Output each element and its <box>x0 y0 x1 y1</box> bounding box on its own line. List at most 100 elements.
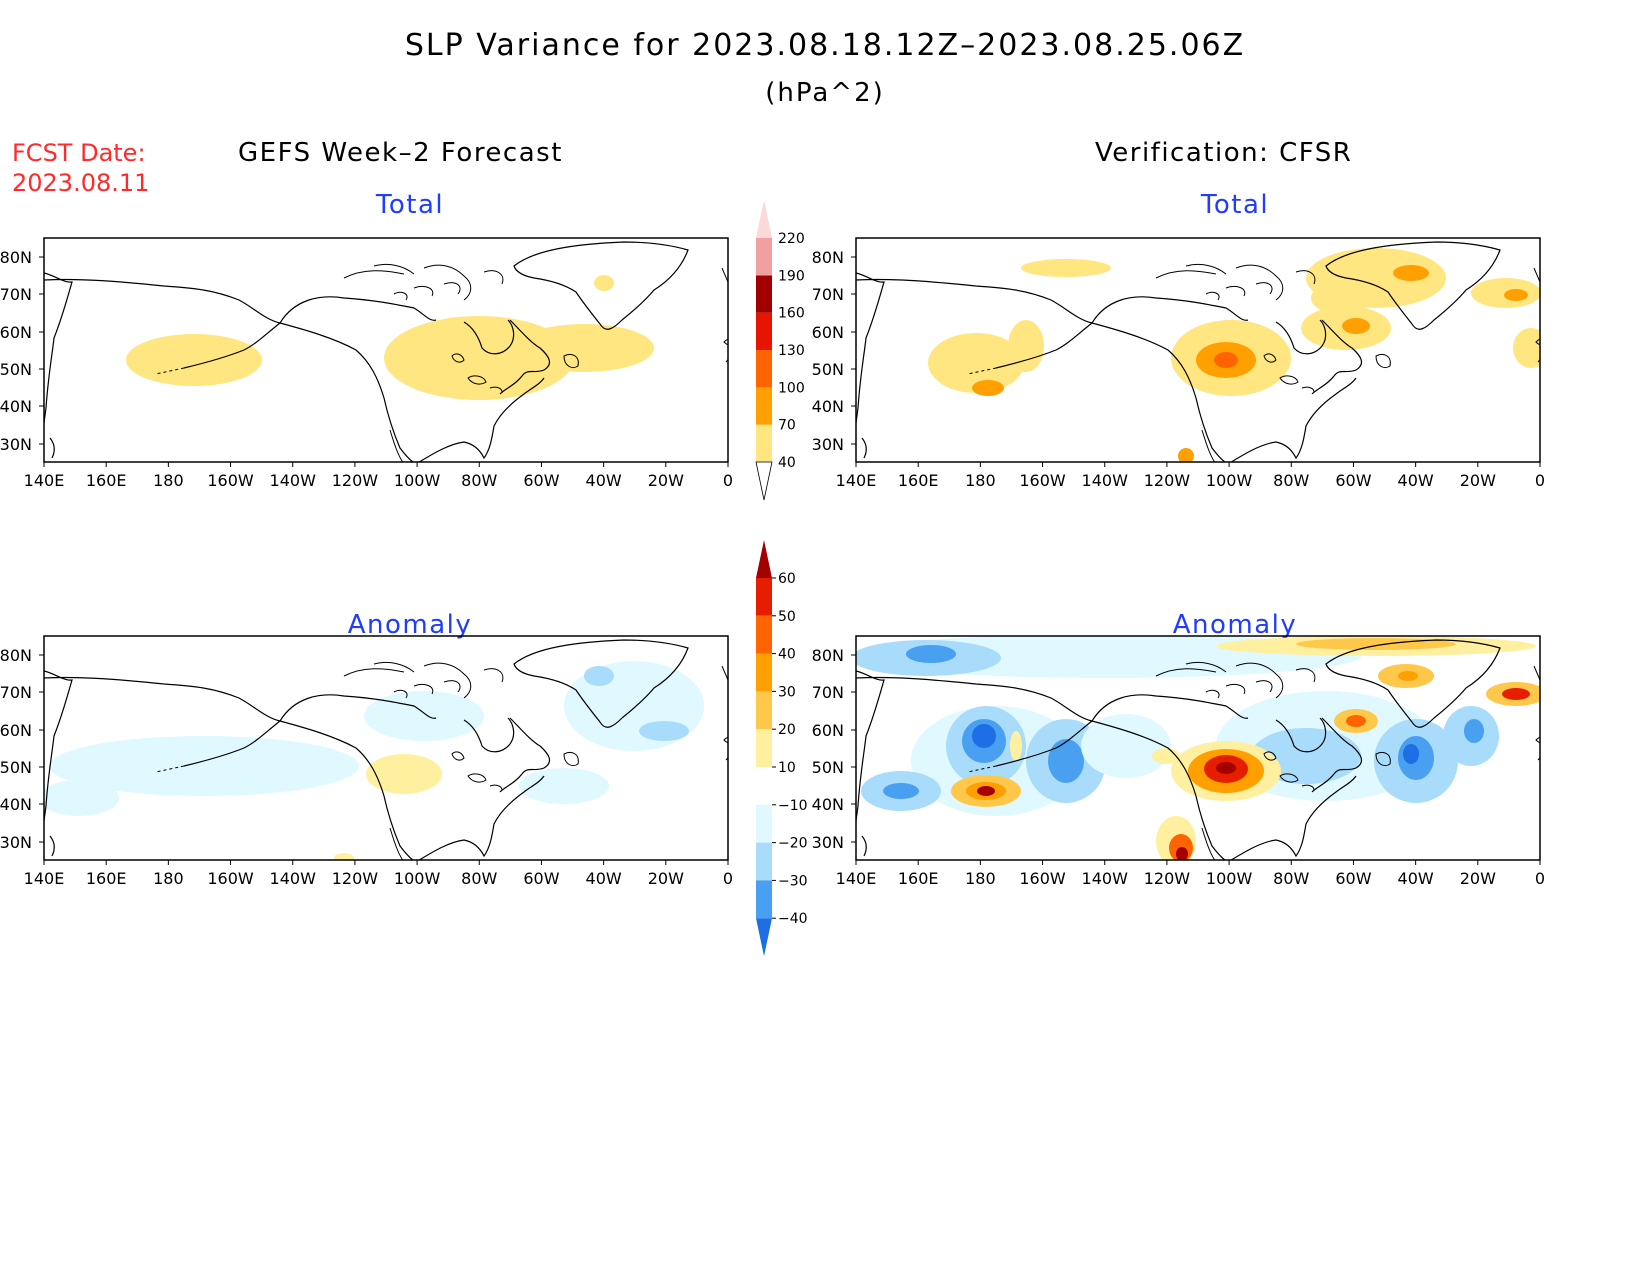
lon-tick-label: 120W <box>332 869 379 888</box>
lon-tick-label: 180 <box>965 471 996 490</box>
lon-tick-label: 140W <box>270 869 317 888</box>
contour-region <box>1398 671 1418 681</box>
lon-tick-label: 40W <box>586 471 622 490</box>
contour-region <box>1464 719 1484 743</box>
colorbar-level-label: 70 <box>778 418 796 434</box>
colorbar-swatch <box>756 275 772 313</box>
lon-tick-label: 120W <box>1144 471 1191 490</box>
lon-tick-label: 40W <box>586 869 622 888</box>
colorbar-swatch <box>756 424 772 462</box>
map-frame <box>855 635 1541 861</box>
contour-region <box>1081 714 1171 778</box>
lon-tick-label: 140W <box>1082 471 1129 490</box>
colorbar-level-label: 100 <box>778 380 805 396</box>
colorbar-swatch <box>756 804 772 843</box>
lon-tick-label: 60W <box>523 869 559 888</box>
contour-region <box>883 783 919 799</box>
lon-tick-label: 140E <box>836 869 877 888</box>
colorbar-swatch <box>756 767 772 805</box>
contour-region <box>49 736 359 796</box>
chart-title: SLP Variance for 2023.08.18.12Z–2023.08.… <box>404 28 1246 63</box>
colorbar-level-label: 50 <box>778 609 796 625</box>
colorbar-bottom-arrow <box>755 461 773 501</box>
lat-tick-label: 30N <box>812 833 844 852</box>
map-frame <box>43 635 729 861</box>
lat-tick-label: 40N <box>0 397 32 416</box>
lat-tick-label: 60N <box>812 721 844 740</box>
colorbar-top-arrow <box>756 200 772 238</box>
forecast-column-title: GEFS Week–2 Forecast <box>238 138 563 168</box>
lat-tick-label: 80N <box>0 646 32 665</box>
lat-tick-label: 40N <box>0 795 32 814</box>
colorbar-bottom-arrow <box>756 918 772 957</box>
lat-tick-label: 50N <box>0 360 32 379</box>
verification-anomaly-fills <box>856 636 1540 860</box>
contour-region <box>972 724 996 748</box>
lon-tick-label: 60W <box>1335 869 1371 888</box>
contour-region <box>928 333 1024 393</box>
lon-tick-label: 20W <box>648 869 684 888</box>
lon-tick-label: 180 <box>153 471 184 490</box>
lon-tick-label: 140E <box>24 471 65 490</box>
contour-region <box>1342 318 1370 334</box>
lat-tick-label: 80N <box>0 248 32 267</box>
lon-tick-label: 40W <box>1398 471 1434 490</box>
colorbar-swatch <box>756 842 772 881</box>
lon-tick-label: 40W <box>1398 869 1434 888</box>
contour-region <box>972 380 1004 396</box>
colorbar-swatch <box>756 238 772 276</box>
colorbar-level-label: 20 <box>778 722 796 738</box>
lon-tick-label: 80W <box>461 471 497 490</box>
lon-tick-label: 20W <box>648 471 684 490</box>
contour-region <box>334 853 354 860</box>
lat-tick-label: 30N <box>0 435 32 454</box>
lon-tick-label: 100W <box>394 471 441 490</box>
lat-tick-label: 70N <box>0 683 32 702</box>
contour-region <box>1008 320 1044 372</box>
contour-region <box>1216 762 1236 774</box>
lon-tick-label: 180 <box>153 869 184 888</box>
map-frame <box>855 237 1541 463</box>
contour-region <box>1176 847 1188 860</box>
lon-tick-label: 140E <box>836 471 877 490</box>
lat-tick-label: 50N <box>0 758 32 777</box>
contour-region <box>126 334 262 386</box>
colorbar-swatch <box>756 350 772 388</box>
contour-region <box>1346 715 1366 727</box>
colorbar-level-label: 220 <box>778 231 805 247</box>
total-colorbar: 40 70 100 130 160 190 220 <box>755 200 805 501</box>
lon-tick-label: 160W <box>207 471 254 490</box>
colorbar-swatch <box>756 615 772 654</box>
contour-region <box>519 768 609 804</box>
colorbar-level-label: 40 <box>778 455 796 471</box>
forecast-anomaly-fills <box>44 661 704 860</box>
colorbar-swatch <box>756 691 772 730</box>
lon-tick-label: 120W <box>1144 869 1191 888</box>
contour-region <box>639 721 689 741</box>
verification-total-subtitle: Total <box>1200 190 1270 220</box>
forecast-anomaly-subtitle: Anomaly <box>347 610 473 640</box>
lat-tick-label: 50N <box>812 758 844 777</box>
colorbar-swatch <box>756 387 772 425</box>
verification-total-fills <box>928 248 1540 462</box>
contour-region <box>44 780 119 816</box>
lon-tick-label: 100W <box>1206 869 1253 888</box>
contour-region <box>1048 739 1084 783</box>
lon-tick-label: 0 <box>1535 471 1545 490</box>
colorbar-top-arrow <box>756 540 772 578</box>
lat-tick-label: 30N <box>0 833 32 852</box>
lon-tick-label: 80W <box>461 869 497 888</box>
colorbar-level-label: 40 <box>778 647 796 663</box>
lon-tick-label: 60W <box>523 471 559 490</box>
colorbar-swatch <box>756 880 772 919</box>
contour-region <box>584 666 614 686</box>
lon-tick-label: 160E <box>86 471 127 490</box>
lon-tick-label: 80W <box>1273 471 1309 490</box>
lat-tick-label: 80N <box>812 248 844 267</box>
forecast-date-label: FCST Date: <box>12 139 146 167</box>
colorbar-level-label: −20 <box>778 836 808 852</box>
lon-tick-label: 120W <box>332 471 379 490</box>
lon-tick-label: 0 <box>723 471 733 490</box>
verification-anomaly-map: 80N 70N 60N 50N 40N 30N 140E 160E 180 160W 140W 120… <box>812 635 1545 888</box>
lon-tick-label: 160W <box>1019 869 1066 888</box>
